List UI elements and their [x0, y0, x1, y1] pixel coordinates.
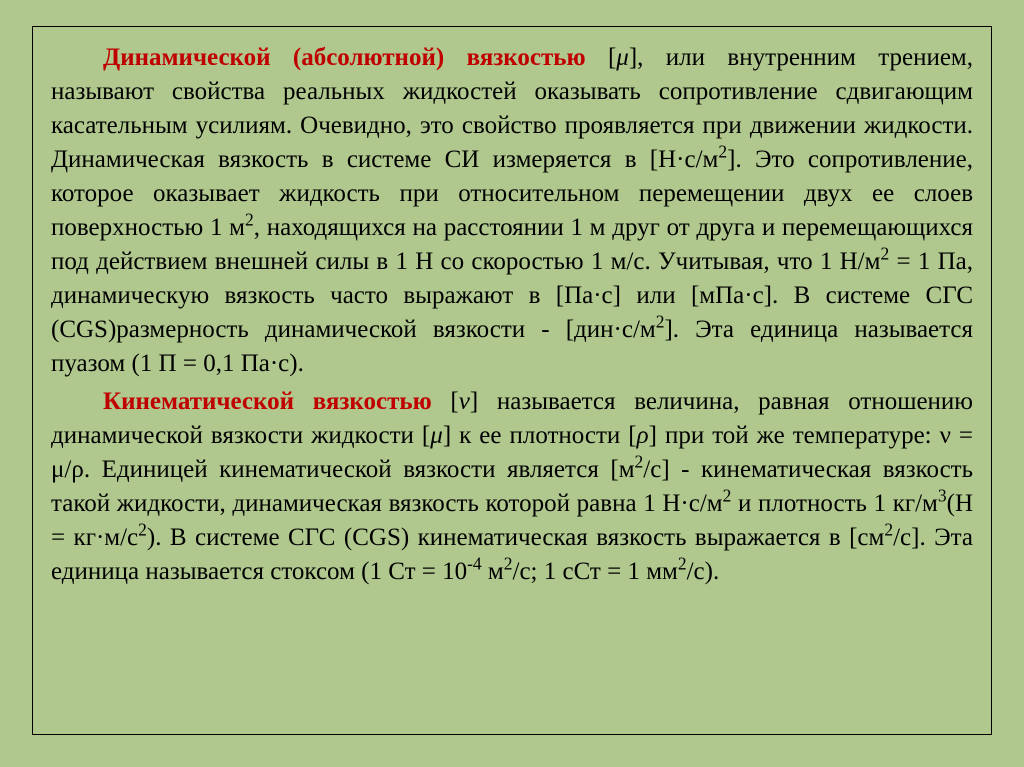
text: ] к ее плотности [: [443, 422, 637, 449]
term-kinematic-viscosity: Кинематической вязкостью: [103, 388, 432, 415]
greek-mu: μ: [430, 422, 443, 449]
sup: -4: [467, 554, 482, 574]
greek-rho: ρ: [637, 422, 649, 449]
paragraph-kinematic-viscosity: Кинематической вязкостью [ν] называется …: [51, 385, 973, 589]
text: м: [482, 558, 504, 585]
text: [: [432, 388, 459, 415]
sup: 2: [880, 244, 889, 264]
sup: 2: [635, 452, 644, 472]
text: ). В системе СГС (CGS) кинематическая вя…: [147, 524, 884, 551]
text: /с; 1 сСт = 1 мм: [513, 558, 678, 585]
greek-nu: ν: [459, 388, 470, 415]
greek-mu: μ: [616, 44, 629, 71]
sup: 2: [245, 210, 254, 230]
text: и плотность 1 кг/м: [731, 490, 938, 517]
sup: 2: [138, 520, 147, 540]
sup: 3: [938, 486, 947, 506]
text: [: [586, 44, 617, 71]
sup: 2: [718, 142, 727, 162]
paragraph-dynamic-viscosity: Динамической (абсолютной) вязкостью [μ],…: [51, 41, 973, 381]
text-box: Динамической (абсолютной) вязкостью [μ],…: [32, 26, 992, 735]
slide: Динамической (абсолютной) вязкостью [μ],…: [0, 0, 1024, 767]
sup: 2: [884, 520, 893, 540]
sup: 2: [504, 554, 513, 574]
term-dynamic-viscosity: Динамической (абсолютной) вязкостью: [103, 44, 586, 71]
sup: 2: [678, 554, 687, 574]
text: /с).: [687, 558, 720, 585]
